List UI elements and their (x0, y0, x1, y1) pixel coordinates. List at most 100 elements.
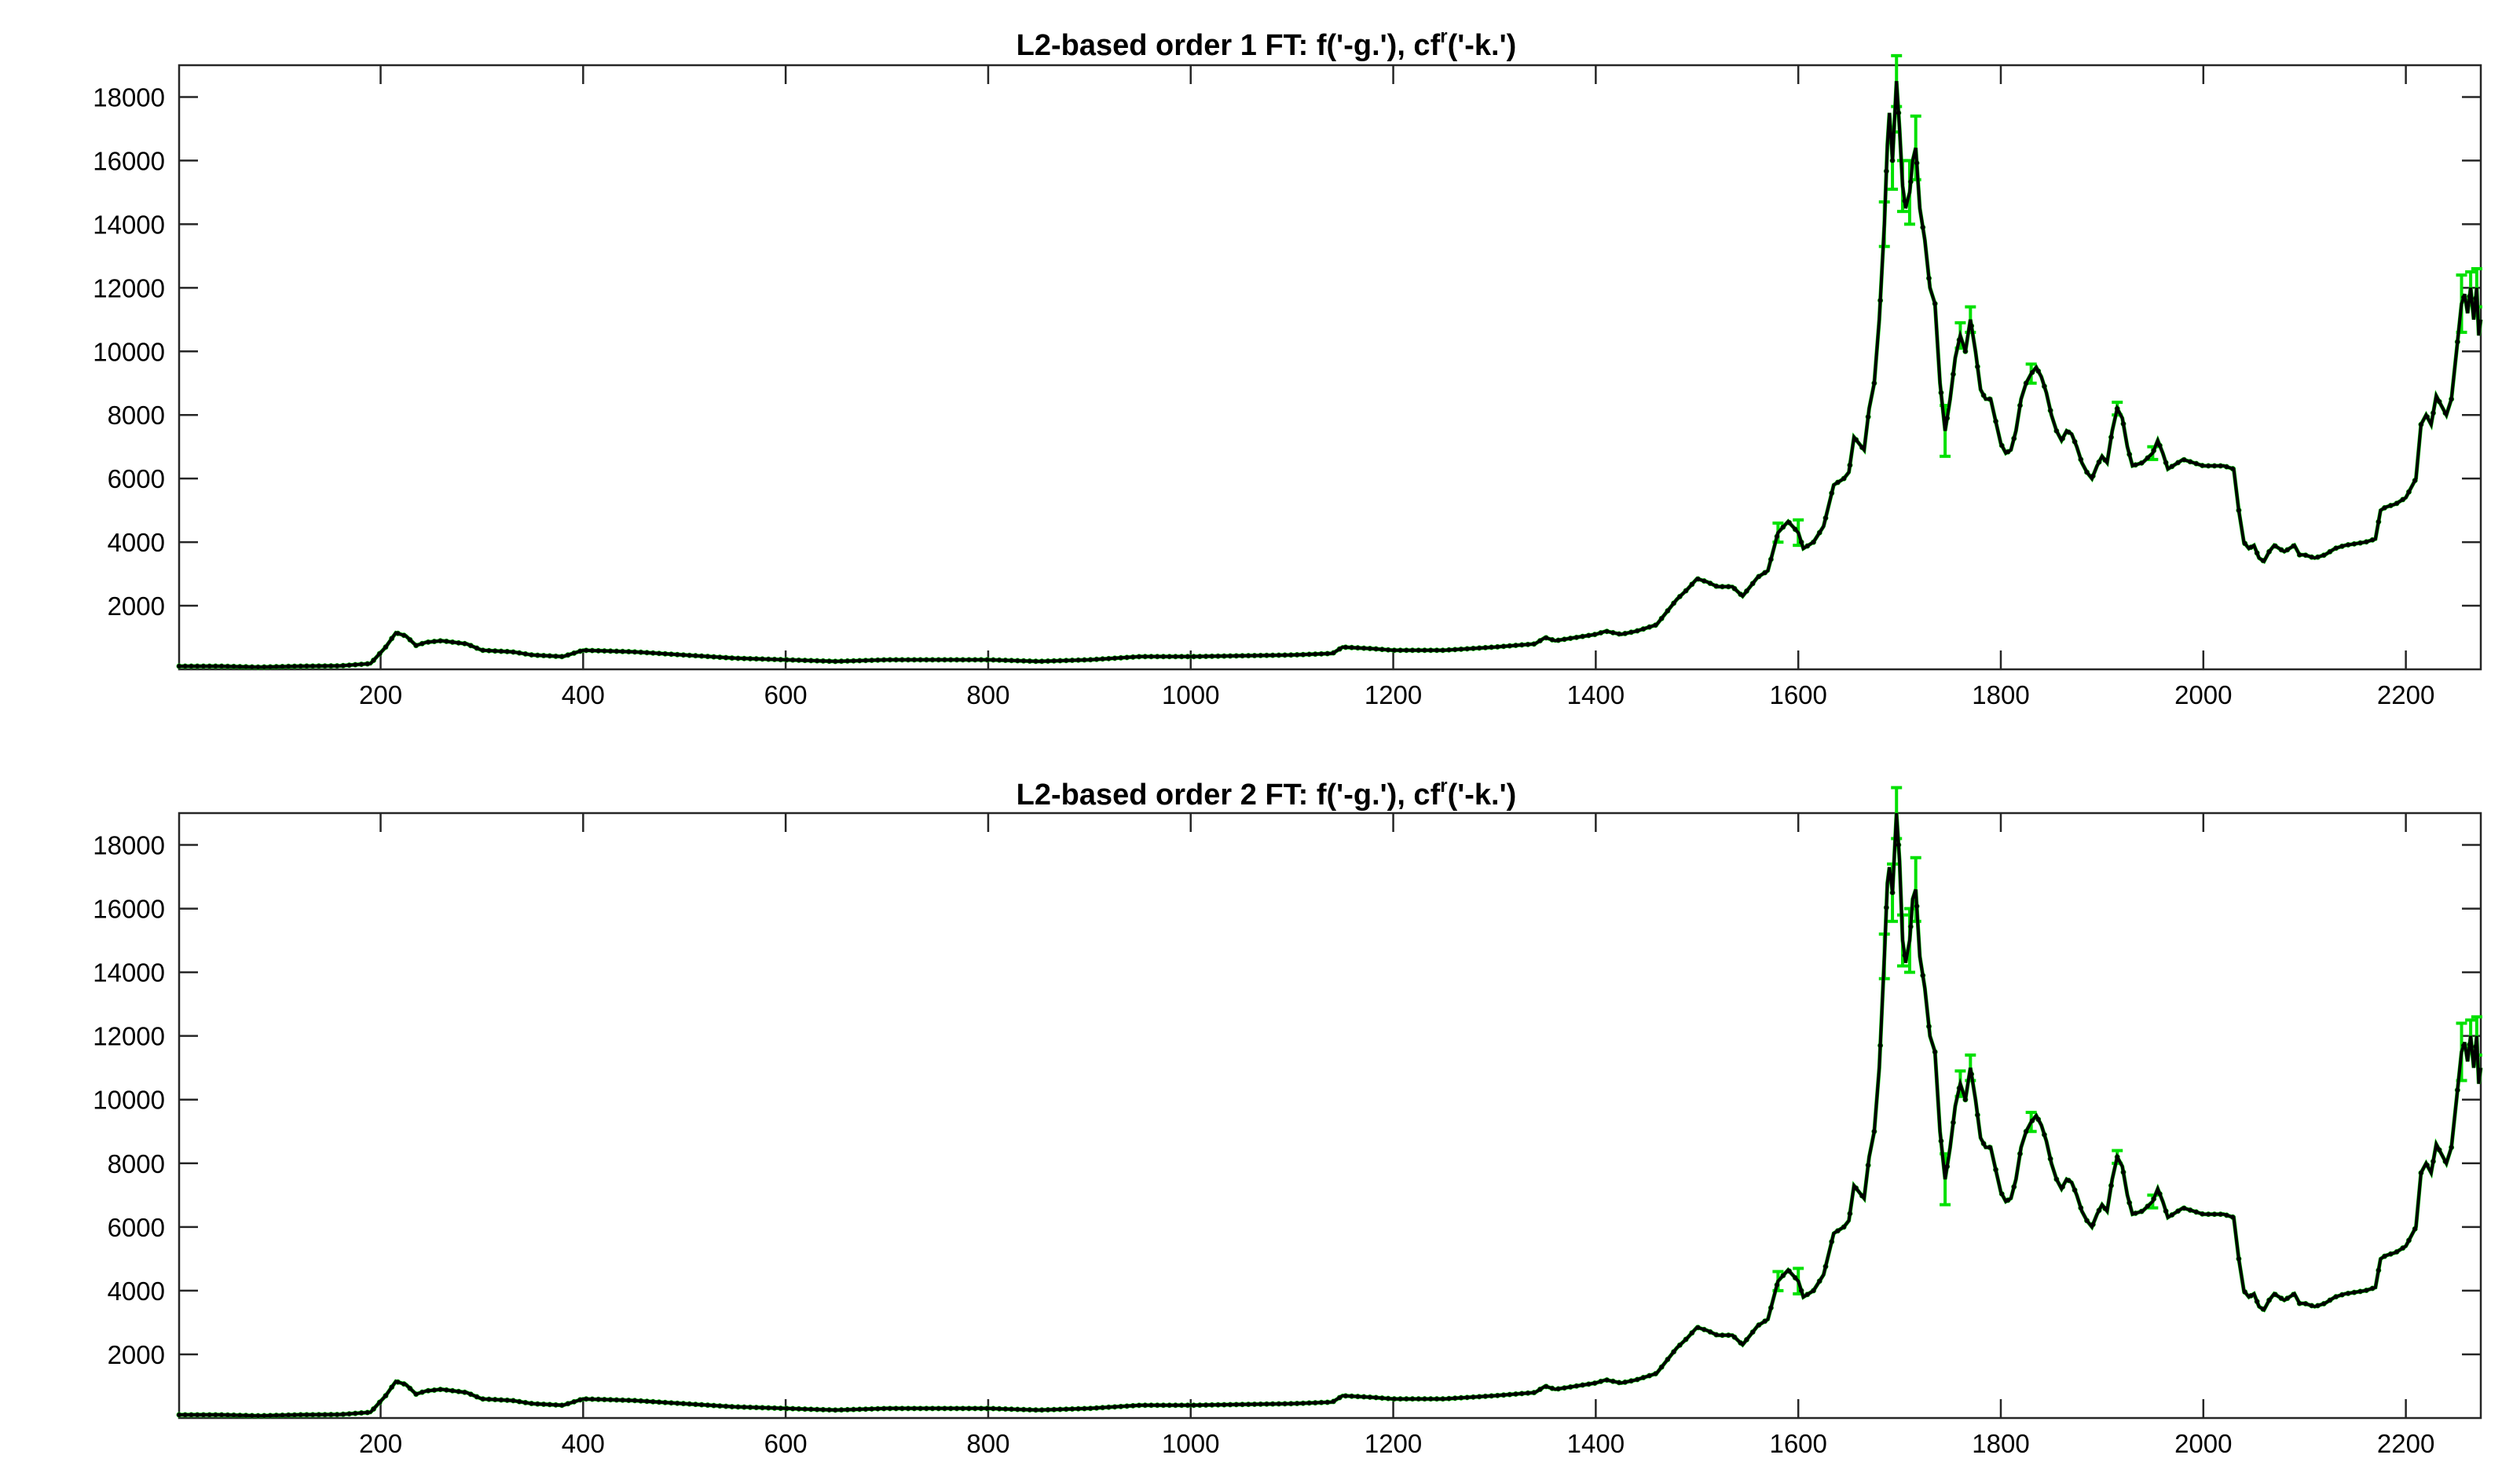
cf-point (644, 650, 650, 655)
cf-point (1051, 1407, 1057, 1413)
cf-point (1276, 653, 1281, 658)
cf-point (504, 1398, 510, 1403)
cf-point (614, 649, 619, 654)
cf-point (808, 658, 814, 663)
cf-point (2461, 1042, 2467, 1048)
cf-point (1410, 647, 1416, 653)
cf-point (2309, 555, 2314, 560)
cf-point (1544, 1383, 1549, 1389)
cf-point (1343, 1393, 1348, 1398)
y-tick-label: 2000 (108, 592, 165, 621)
cf-point (826, 1407, 832, 1413)
cf-point (1477, 1394, 1482, 1399)
cf-point (1993, 1167, 1998, 1172)
cf-point (1160, 1402, 1166, 1408)
cf-point (1920, 973, 1925, 978)
cf-point (2206, 463, 2211, 468)
cf-point (687, 653, 692, 658)
cf-point (1173, 1402, 1178, 1408)
cf-point (535, 1402, 540, 1407)
cf-point (1537, 638, 1543, 643)
cf-point (1251, 653, 1257, 658)
cf-point (2273, 543, 2278, 548)
cf-point (1215, 654, 1221, 659)
cf-point (1276, 1402, 1281, 1407)
cf-point (268, 1413, 273, 1418)
cf-point (2163, 460, 2169, 465)
cf-point (632, 1398, 638, 1403)
cf-point (462, 1390, 467, 1395)
x-tick-label: 1600 (1769, 680, 1826, 709)
x-tick-label: 1800 (1972, 1429, 2029, 1458)
cf-point (431, 1387, 437, 1393)
cf-point (353, 662, 358, 668)
cf-point (1738, 1340, 1743, 1346)
cf-point (1337, 647, 1343, 652)
cf-point (2364, 539, 2369, 544)
cf-point (553, 654, 559, 659)
cf-point (589, 1397, 595, 1402)
cf-point (2467, 1042, 2472, 1047)
cf-point (2115, 1154, 2120, 1160)
cf-point (1324, 1399, 1330, 1405)
cf-point (2255, 1299, 2260, 1304)
cf-point (1404, 647, 1409, 653)
cf-point (1319, 1400, 1324, 1405)
cf-point (1209, 1402, 1214, 1408)
cf-point (1428, 647, 1434, 653)
cf-point (1002, 1406, 1008, 1412)
cf-point (1610, 1379, 1616, 1384)
cf-point (2394, 500, 2400, 506)
cf-point (1148, 654, 1154, 659)
cf-point (2327, 549, 2332, 555)
cf-point (1434, 1396, 1439, 1402)
cf-point (790, 1406, 796, 1412)
cf-point (1264, 1402, 1269, 1407)
cf-point (893, 657, 899, 662)
cf-point (2029, 1118, 2035, 1123)
cf-point (766, 1405, 771, 1411)
cf-point (608, 648, 614, 654)
x-tick-label: 200 (359, 1429, 402, 1458)
cf-point (207, 663, 212, 669)
cf-point (918, 657, 923, 662)
cf-point (2297, 1301, 2302, 1306)
chart-title: L2-based order 1 FT: f('-g.'), cfr('-k.'… (1017, 26, 1517, 62)
cf-point (620, 1398, 625, 1403)
chart-panel-order-2: L2-based order 2 FT: f('-g.'), cfr('-k.'… (93, 775, 2483, 1458)
cf-point (2035, 1116, 2041, 1122)
cf-point (1379, 1395, 1385, 1401)
y-tick-label: 10000 (93, 1086, 165, 1115)
cf-point (2242, 540, 2247, 546)
cf-point (1222, 1402, 1227, 1408)
cf-point (1871, 1129, 1877, 1134)
cf-point (650, 650, 656, 656)
cf-point (997, 1406, 1002, 1412)
cf-point (2370, 1286, 2376, 1292)
cf-point (1039, 658, 1045, 664)
cf-point (614, 1398, 619, 1403)
x-axis: 200 400 600 800 1000 1200 1400 1600 1800 2000 2200 (359, 65, 2434, 709)
cf-point (1793, 526, 1798, 532)
cf-point (1969, 1072, 1974, 1077)
cf-series-markers (177, 842, 2478, 1419)
cf-point (1859, 1193, 1865, 1199)
cf-point (1051, 658, 1057, 664)
cf-point (2321, 1301, 2327, 1306)
y-tick-label: 12000 (93, 273, 165, 302)
cf-point (954, 657, 959, 662)
cf-point (1118, 655, 1123, 661)
cf-point (784, 1405, 789, 1411)
cf-point (1932, 301, 1938, 306)
cf-point (1665, 608, 1670, 614)
cf-point (1628, 1378, 1634, 1383)
cf-point (948, 657, 954, 662)
cf-point (851, 1407, 856, 1413)
cf-point (462, 641, 467, 647)
cf-point (1555, 637, 1561, 643)
cf-point (1671, 1349, 1676, 1354)
cf-point (2351, 541, 2357, 547)
cf-point (559, 1402, 565, 1408)
cf-point (195, 1412, 200, 1417)
cf-point (577, 648, 583, 654)
